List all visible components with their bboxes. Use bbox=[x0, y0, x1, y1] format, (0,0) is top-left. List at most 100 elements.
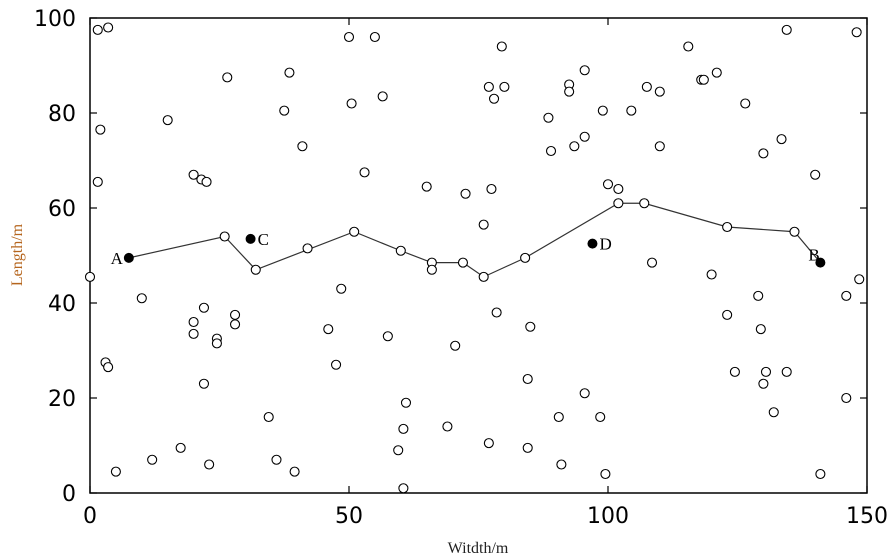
scatter-point bbox=[564, 86, 575, 97]
scatter-point bbox=[478, 219, 489, 230]
scatter-point bbox=[781, 24, 792, 35]
scatter-point bbox=[602, 179, 614, 190]
scatter-point bbox=[755, 324, 766, 335]
route-path bbox=[128, 198, 821, 282]
scatter-point bbox=[421, 181, 432, 192]
x-axis: 0 50 100 150 bbox=[83, 18, 888, 529]
scatter-point bbox=[346, 98, 357, 109]
path-node bbox=[395, 245, 406, 256]
scatter-point bbox=[147, 454, 158, 465]
scatter-point bbox=[398, 423, 409, 434]
scatter-point bbox=[758, 148, 769, 159]
scatter-point bbox=[323, 324, 334, 335]
scatter-point bbox=[641, 81, 652, 92]
scatter-point bbox=[162, 115, 173, 126]
scatter-point bbox=[330, 359, 342, 370]
scatter-point bbox=[382, 331, 393, 342]
scatter-point bbox=[556, 459, 567, 470]
scatter-point bbox=[522, 442, 533, 453]
y-tick-label: 40 bbox=[48, 292, 76, 317]
scatter-point bbox=[768, 407, 779, 418]
scatter-point bbox=[369, 31, 380, 43]
scatter-point bbox=[442, 421, 453, 432]
x-tick-label: 50 bbox=[335, 504, 363, 529]
scatter-point bbox=[398, 483, 409, 494]
scatter-point bbox=[579, 131, 590, 142]
scatter-point bbox=[204, 459, 215, 470]
scatter-point bbox=[683, 41, 694, 52]
scatter-point bbox=[103, 362, 114, 373]
scatter-point bbox=[400, 397, 412, 408]
scatter-point bbox=[525, 321, 536, 332]
path-node bbox=[250, 264, 261, 275]
scatter-point bbox=[175, 442, 186, 453]
scatter-point bbox=[460, 188, 471, 199]
scatter-point bbox=[600, 468, 611, 480]
scatter-point bbox=[426, 264, 437, 275]
scatter-point bbox=[271, 454, 282, 465]
scatter-point bbox=[722, 309, 733, 320]
labeled-point-a bbox=[123, 252, 134, 263]
path-node bbox=[457, 257, 469, 268]
scatter-point bbox=[486, 183, 497, 195]
scatter-point bbox=[654, 141, 665, 152]
scatter-point bbox=[229, 309, 241, 320]
x-tick-label: 0 bbox=[83, 504, 97, 529]
scatter-point bbox=[198, 302, 210, 313]
labeled-nodes: A C D B bbox=[111, 230, 826, 268]
scatter-point bbox=[553, 411, 564, 423]
y-tick-label: 60 bbox=[48, 197, 76, 222]
scatter-point bbox=[188, 169, 199, 180]
scatter-point bbox=[613, 183, 624, 195]
path-node bbox=[520, 252, 531, 263]
scatter-point bbox=[753, 290, 764, 301]
scatter-point bbox=[579, 65, 590, 76]
scatter-point bbox=[84, 271, 96, 282]
scatter-point bbox=[279, 105, 290, 116]
path-node bbox=[478, 271, 489, 282]
scatter-point bbox=[359, 167, 370, 178]
scatter-point bbox=[263, 411, 274, 423]
scatter-point bbox=[488, 93, 500, 104]
x-axis-label: Witdth/m bbox=[448, 540, 509, 557]
scatter-point bbox=[198, 378, 210, 389]
scatter-point bbox=[297, 141, 308, 152]
scatter-point bbox=[496, 41, 507, 52]
labeled-point-c bbox=[245, 233, 256, 244]
path-node bbox=[722, 221, 733, 233]
scatter-point bbox=[483, 81, 494, 92]
scatter-point bbox=[711, 67, 722, 78]
scatter-point bbox=[706, 269, 717, 280]
scatter-point bbox=[579, 388, 590, 399]
scatter-point bbox=[136, 293, 147, 304]
path-node bbox=[613, 198, 624, 209]
scatter-point bbox=[815, 468, 826, 480]
scatter-point bbox=[483, 438, 494, 449]
scatter-point bbox=[393, 445, 404, 456]
x-tick-label: 150 bbox=[846, 504, 888, 529]
sensor-points bbox=[84, 22, 865, 494]
scatter-point bbox=[698, 74, 709, 85]
scatter-point bbox=[810, 169, 821, 180]
scatter-point bbox=[92, 24, 103, 35]
scatter-point bbox=[377, 91, 388, 102]
scatter-point bbox=[222, 72, 233, 83]
scatter-point bbox=[851, 27, 862, 38]
scatter-point bbox=[597, 105, 608, 116]
point-label-d: D bbox=[599, 235, 611, 254]
scatter-point bbox=[781, 366, 792, 377]
scatter-point bbox=[188, 328, 199, 339]
scatter-point bbox=[343, 31, 355, 43]
scatter-point bbox=[841, 392, 852, 404]
scatter-point bbox=[450, 340, 461, 351]
scatter-point bbox=[95, 124, 106, 135]
y-axis-label: Length/m bbox=[9, 223, 26, 286]
scatter-point bbox=[776, 134, 787, 145]
scatter-point bbox=[499, 81, 510, 92]
scatter-point bbox=[595, 411, 606, 423]
labeled-point-b bbox=[815, 257, 826, 268]
scatter-point bbox=[92, 176, 103, 187]
scatter-point bbox=[569, 141, 580, 152]
scatter-point bbox=[110, 466, 121, 477]
